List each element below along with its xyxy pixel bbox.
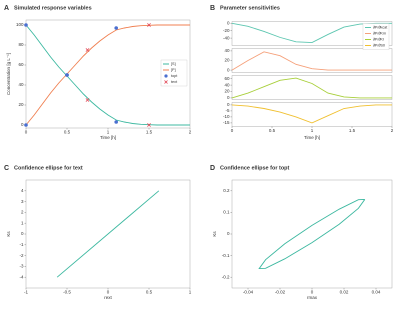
x-tick-label: -0.04 bbox=[243, 290, 254, 295]
y-tick-label: -2 bbox=[19, 253, 23, 258]
chart-title: Confidence ellipse for text bbox=[14, 165, 83, 171]
marker bbox=[24, 123, 28, 127]
y-tick-label: -20 bbox=[223, 28, 230, 33]
legend-swatch bbox=[164, 80, 168, 84]
y-tick-label: 0 bbox=[227, 95, 230, 100]
marker bbox=[114, 26, 118, 30]
y-tick-label: -15 bbox=[223, 120, 230, 125]
legend-label: [S] bbox=[171, 62, 176, 66]
y-tick-label: 60 bbox=[18, 62, 24, 67]
x-axis-label: Time [h] bbox=[100, 135, 116, 140]
x-tick-label: 2 bbox=[391, 128, 394, 133]
panel-letter: C bbox=[4, 165, 9, 172]
x-tick-label: 2 bbox=[189, 130, 192, 135]
plot-frame bbox=[231, 21, 393, 46]
legend-label: ∂P/∂S0 bbox=[373, 44, 385, 48]
y-tick-label: 40 bbox=[18, 82, 24, 87]
x-axis-label: rmax bbox=[307, 295, 318, 300]
chart-title: Confidence ellipse for topt bbox=[220, 165, 290, 171]
x-tick-label: 0.5 bbox=[269, 128, 276, 133]
panel-letter: A bbox=[4, 5, 9, 12]
marker bbox=[65, 73, 69, 77]
x-tick-label: 0 bbox=[107, 290, 110, 295]
y-tick-label: -1 bbox=[19, 242, 23, 247]
y-tick-label: 0.1 bbox=[223, 210, 230, 215]
y-axis-label: Ks bbox=[6, 231, 11, 237]
marker bbox=[24, 23, 28, 27]
panel-letter: B bbox=[210, 5, 215, 12]
y-tick-label: 40 bbox=[224, 48, 230, 53]
legend-label: ∂P/∂KI bbox=[373, 38, 384, 42]
legend-label: text bbox=[171, 80, 178, 84]
y-tick-label: -0.2 bbox=[222, 274, 230, 279]
x-tick-label: -1 bbox=[24, 290, 28, 295]
y-tick-label: 4 bbox=[21, 188, 24, 193]
x-tick-label: 0.02 bbox=[340, 290, 349, 295]
y-tick-label: 0 bbox=[21, 122, 24, 127]
plot-frame bbox=[231, 179, 393, 289]
y-axis-label: Concentration [g L⁻¹] bbox=[6, 53, 11, 95]
x-axis-label: Time [h] bbox=[304, 135, 320, 140]
chart-title: Simulated response variables bbox=[14, 5, 92, 11]
x-tick-label: 1.5 bbox=[349, 128, 356, 133]
y-tick-label: 1 bbox=[21, 220, 24, 225]
y-tick-label: 0 bbox=[227, 102, 230, 107]
x-tick-label: 0.5 bbox=[64, 130, 71, 135]
y-tick-label: 0.2 bbox=[223, 188, 230, 193]
y-tick-label: 20 bbox=[18, 102, 24, 107]
y-tick-label: -10 bbox=[223, 114, 230, 119]
y-tick-label: 20 bbox=[224, 58, 230, 63]
marker bbox=[147, 123, 151, 127]
y-tick-label: -0.1 bbox=[222, 253, 230, 258]
legend-label: ∂P/∂Km bbox=[373, 32, 386, 36]
line bbox=[25, 24, 190, 126]
y-tick-label: -40 bbox=[223, 35, 230, 40]
x-tick-label: 0 bbox=[231, 128, 234, 133]
y-tick-label: 40 bbox=[224, 82, 230, 87]
y-tick-label: 2 bbox=[21, 210, 24, 215]
y-tick-label: 0 bbox=[21, 231, 24, 236]
marker bbox=[114, 120, 118, 124]
marker bbox=[147, 23, 151, 27]
y-tick-label: -4 bbox=[19, 274, 23, 279]
x-tick-label: -0.5 bbox=[63, 290, 71, 295]
y-tick-label: 80 bbox=[18, 42, 24, 47]
y-tick-label: 60 bbox=[224, 76, 230, 81]
x-tick-label: 0 bbox=[311, 290, 314, 295]
x-tick-label: 0.5 bbox=[146, 290, 153, 295]
x-axis-label: rext bbox=[104, 295, 112, 300]
chart-title: Parameter sensitivities bbox=[220, 5, 280, 11]
y-tick-label: 0 bbox=[227, 67, 230, 72]
x-tick-label: 1 bbox=[189, 290, 192, 295]
y-tick-label: 0 bbox=[227, 21, 230, 26]
marker bbox=[85, 98, 90, 102]
y-tick-label: 100 bbox=[16, 22, 24, 27]
legend-label: ∂P/∂kcat bbox=[373, 26, 388, 30]
line bbox=[231, 77, 392, 99]
legend-label: topt bbox=[171, 74, 178, 78]
marker bbox=[85, 48, 90, 52]
plot-frame bbox=[231, 75, 393, 100]
x-tick-label: 0 bbox=[25, 130, 28, 135]
y-tick-label: -5 bbox=[225, 108, 229, 113]
x-tick-label: 1 bbox=[107, 130, 110, 135]
x-tick-label: 1.5 bbox=[146, 130, 153, 135]
y-tick-label: 3 bbox=[21, 199, 24, 204]
x-tick-label: 0.04 bbox=[372, 290, 381, 295]
line bbox=[231, 104, 392, 124]
y-tick-label: -3 bbox=[19, 264, 23, 269]
line bbox=[231, 51, 392, 71]
panel-letter: D bbox=[210, 165, 215, 172]
line bbox=[25, 24, 190, 126]
y-tick-label: 20 bbox=[224, 89, 230, 94]
y-tick-label: 0 bbox=[227, 231, 230, 236]
x-tick-label: -0.02 bbox=[275, 290, 286, 295]
y-axis-label: Ks bbox=[212, 231, 217, 237]
legend-swatch bbox=[164, 74, 168, 78]
line bbox=[56, 190, 160, 278]
legend-label: [P] bbox=[171, 68, 176, 72]
line bbox=[258, 198, 366, 270]
x-tick-label: 1 bbox=[311, 128, 314, 133]
